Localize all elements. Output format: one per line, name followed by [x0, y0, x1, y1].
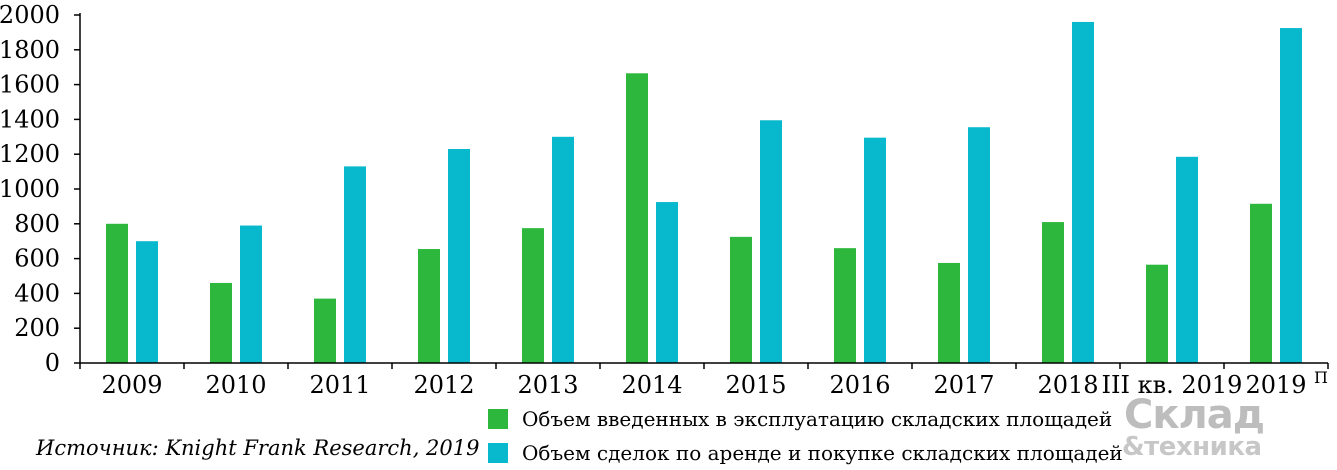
- x-tick-label: 2015: [725, 371, 786, 399]
- legend-item-deals: Объем сделок по аренде и покупке складск…: [488, 436, 1123, 470]
- x-tick-label: 2012: [413, 371, 474, 399]
- bar-commissioned-2018: [1042, 222, 1064, 363]
- y-tick-label: 0: [45, 349, 60, 377]
- bar-deals-2015: [760, 120, 782, 364]
- x-tick-label: 2009: [101, 371, 162, 399]
- y-tick-label: 800: [14, 210, 60, 238]
- x-tick-label: 2014: [621, 371, 682, 399]
- bars: [106, 21, 1302, 364]
- x-tick-label: 2016: [829, 371, 890, 399]
- legend: Объем введенных в эксплуатацию складских…: [488, 402, 1123, 470]
- x-tick-label-suffix: П: [1314, 368, 1328, 387]
- y-tick-label: 1600: [0, 71, 60, 99]
- y-tick-label: 1800: [0, 36, 60, 64]
- x-tick-label: 2011: [309, 371, 370, 399]
- bar-deals-2018: [1072, 21, 1094, 364]
- bar-deals-2017: [968, 127, 990, 363]
- x-tick-label: 2019: [1245, 371, 1306, 399]
- bar-chart: 0 200 400 600 800 1000 1200 1400 1600 1800 2000 20…: [0, 1, 1329, 399]
- legend-swatch-deals: [488, 443, 508, 463]
- y-tick-label: 1400: [0, 105, 60, 133]
- x-tick-label: 2017: [933, 371, 994, 399]
- bar-deals-2010: [240, 225, 262, 363]
- y-axis: 0 200 400 600 800 1000 1200 1400 1600 1800 2000: [0, 1, 81, 377]
- bar-commissioned-2014: [626, 73, 648, 363]
- y-tick-label: 200: [14, 314, 60, 342]
- bar-commissioned-III-кв.-2019: [1146, 264, 1168, 363]
- bar-deals-2014: [656, 202, 678, 363]
- bar-deals-2016: [864, 137, 886, 363]
- y-tick-label: 1000: [0, 175, 60, 203]
- bar-commissioned-2011: [314, 298, 336, 363]
- legend-swatch-commissioned: [488, 409, 508, 429]
- bar-deals-2012: [448, 148, 470, 363]
- bar-deals-2009: [136, 241, 158, 363]
- legend-label-commissioned: Объем введенных в эксплуатацию складских…: [522, 407, 1113, 431]
- bar-commissioned-2009: [106, 223, 128, 363]
- x-tick-label: 2013: [517, 371, 578, 399]
- bar-commissioned-2010: [210, 282, 232, 363]
- x-tick-label: 2010: [205, 371, 266, 399]
- x-tick-label: 2018: [1037, 371, 1098, 399]
- logo-line2: &техника: [1122, 432, 1262, 462]
- y-tick-label: 400: [14, 279, 60, 307]
- bar-deals-III-кв.-2019: [1176, 156, 1198, 363]
- legend-label-deals: Объем сделок по аренде и покупке складск…: [522, 441, 1123, 465]
- bar-deals-2011: [344, 166, 366, 363]
- source-note: Источник: Knight Frank Research, 2019: [36, 436, 480, 460]
- logo-line1: Склад: [1124, 392, 1265, 438]
- bar-commissioned-2012: [418, 249, 440, 363]
- bar-commissioned-2015: [730, 236, 752, 363]
- bar-commissioned-2016: [834, 248, 856, 363]
- x-axis: 2009 2010 2011 2012 2013 2014 2015 2016 2017 2018…: [79, 362, 1329, 399]
- bar-commissioned-2017: [938, 262, 960, 363]
- bar-deals-2019: [1280, 28, 1302, 364]
- y-tick-label: 2000: [0, 1, 60, 29]
- bar-commissioned-2013: [522, 228, 544, 363]
- bar-deals-2013: [552, 136, 574, 363]
- publisher-logo: Склад &техника: [1118, 392, 1328, 466]
- y-tick-label: 1200: [0, 140, 60, 168]
- y-tick-label: 600: [14, 245, 60, 273]
- bar-commissioned-2019: [1250, 203, 1272, 363]
- legend-item-commissioned: Объем введенных в эксплуатацию складских…: [488, 402, 1123, 436]
- x-tick-label: III кв. 2019: [1102, 371, 1243, 399]
